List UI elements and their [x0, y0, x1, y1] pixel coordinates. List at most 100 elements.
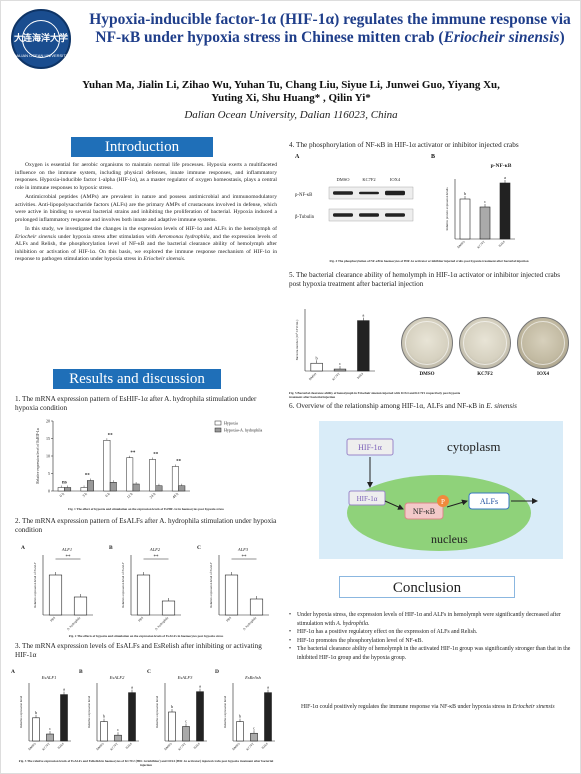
alfs-label: ALFs	[480, 497, 498, 506]
bar	[168, 711, 176, 742]
cytoplasm-label: cytoplasm	[447, 439, 500, 454]
tick-label: DMSO	[308, 371, 318, 381]
significance-mark: **	[242, 555, 248, 560]
bar-hypoxia-bacteria	[87, 480, 94, 492]
significance-letter: a	[362, 313, 364, 318]
fig1-chart: 0 5 10 15 20 ns 0 h ** 3 h ** 6 h ** 12 h ** 24 h ** 48 …	[36, 419, 262, 500]
logo-inner-ring	[22, 20, 60, 58]
tick-label: PBS	[137, 616, 144, 623]
significance-letter: b	[464, 191, 467, 196]
bar-hypoxia	[103, 440, 111, 492]
bar	[48, 574, 63, 616]
significance-letter: a	[63, 687, 65, 692]
y-tick-label: 20	[46, 419, 50, 424]
tick-label: IOX4	[356, 372, 364, 380]
tick-label: IOX4	[193, 742, 201, 750]
bar	[128, 692, 136, 742]
tick-label: KC7F2	[245, 742, 255, 752]
significance-mark: **	[176, 460, 182, 465]
tick-label: DMSO	[95, 741, 105, 751]
panel-letter: D	[215, 669, 219, 675]
tick-label: IOX4	[498, 240, 506, 248]
significance-letter: b	[316, 355, 319, 360]
hif-top-box	[346, 438, 394, 456]
tick-label: DMSO	[231, 741, 241, 751]
blot-row-label: p-NF-κB	[295, 193, 312, 198]
panel-letter: A	[21, 545, 25, 551]
bar	[46, 733, 54, 742]
intro-paragraph-1: Oxygen is essential for aerobic organism…	[15, 162, 277, 191]
alfs-box	[468, 492, 510, 510]
fig4-chart: p-NF-κB b DMSO c KC7F2 a IOX4 Relative protein …	[445, 163, 515, 249]
tick-label: DMSO	[456, 239, 466, 249]
bar-hypoxia-bacteria	[178, 485, 186, 492]
tick-label: A. hydrophila	[242, 615, 258, 631]
significance-letter: c	[253, 725, 255, 730]
panel-title: ALF1	[61, 547, 72, 552]
tick-label: KC7F2	[331, 372, 341, 382]
introduction-text: Oxygen is essential for aerobic organism…	[15, 162, 277, 266]
plate-label-kc7f2: KC7F2	[477, 372, 493, 377]
panel-title: EsALF1	[41, 675, 57, 680]
plate-label-iox4: IOX4	[537, 372, 549, 377]
panel-title: ALF3	[237, 547, 249, 552]
affiliation: Dalian Ocean University, Dalian 116023, …	[184, 109, 398, 121]
phospho-label: P	[441, 498, 445, 506]
significance-letter: c	[484, 199, 486, 204]
poster-title: Hypoxia-inducible factor-1α (HIF-1α) reg…	[85, 11, 575, 47]
bar	[224, 574, 239, 616]
significance-mark: **	[153, 453, 159, 458]
header: 大连海洋大学 DALIAN OCEAN UNIVERSITY Hypoxia-i…	[1, 1, 581, 141]
panel-title: EsALF3	[177, 675, 194, 680]
x-tick-label: 6 h	[105, 492, 111, 498]
bar	[114, 734, 122, 742]
logo-text: 大连海洋大学	[13, 34, 68, 44]
fig5-caption: Fig. 5 Bacterial clearance ability of he…	[289, 391, 461, 399]
y-axis-label: Relative expression level of EsHIF-1α	[36, 428, 40, 483]
x-tick-label: 48 h	[172, 492, 180, 500]
significance-letter: b	[35, 710, 38, 715]
conclusion-bullet-2: HIF-1α has a positive regulatory effect …	[289, 628, 571, 637]
plate-label-dmso: DMSO	[419, 372, 435, 377]
plate-iox4	[517, 317, 569, 369]
fig5-chart: b DMSO c KC7F2 a IOX4 Bacteria number (10⁵ CFU…	[295, 309, 375, 382]
legend-label: Hypoxia+A. hydrophila	[224, 428, 262, 433]
x-tick-label: 24 h	[149, 492, 157, 500]
intro-paragraph-2: Antimicrobial peptides (AMPs) are preval…	[15, 194, 277, 223]
y-axis-label: Relative expression level	[223, 696, 227, 728]
bar	[73, 596, 88, 616]
bar-hypoxia	[80, 487, 88, 492]
tick-label: KC7F2	[177, 742, 187, 752]
fig4-caption: Fig. 4 The phosphorylation of NF-κB in h…	[329, 259, 529, 263]
significance-letter: c	[49, 726, 51, 731]
conclusion-bullet-4: The bacterial clearance ability of hemol…	[289, 645, 571, 662]
section-3-title: 3. The mRNA expression levels of EsALFs …	[15, 642, 262, 659]
panel-letter: C	[197, 545, 201, 551]
nucleus-label: nucleus	[431, 532, 468, 546]
bar	[310, 362, 323, 372]
bar	[60, 694, 68, 742]
phospho-circle	[437, 495, 449, 507]
significance-mark: **	[154, 555, 160, 560]
hif-top-label: HIF-1α	[358, 443, 383, 452]
panel-letter: C	[147, 669, 151, 675]
bar	[264, 692, 272, 742]
legend-label: Hypoxia	[224, 421, 238, 426]
bar	[136, 574, 151, 616]
blot-column-label: IOX4	[390, 177, 401, 182]
fig4-panel-b: B	[431, 154, 436, 160]
blot-band	[333, 191, 353, 195]
y-axis-label: Relative expression level	[19, 696, 23, 728]
bar-hypoxia-bacteria	[132, 483, 140, 492]
title-species: Eriocheir sinensis	[443, 29, 560, 46]
significance-letter: b	[171, 704, 174, 709]
fig3-chart: A EsALF1 b DMSO c KC7F2 a IOX4 Relative expressi…	[11, 669, 275, 752]
fig3-caption: Fig. 3 The relative expression levels of…	[18, 759, 274, 767]
nfkb-box	[404, 502, 444, 520]
blot-band	[359, 191, 379, 195]
bar	[499, 182, 511, 240]
blot-band	[385, 213, 405, 217]
y-axis-label: Relative expression level	[87, 696, 91, 728]
blot-column-label: KC7F2	[362, 177, 375, 182]
